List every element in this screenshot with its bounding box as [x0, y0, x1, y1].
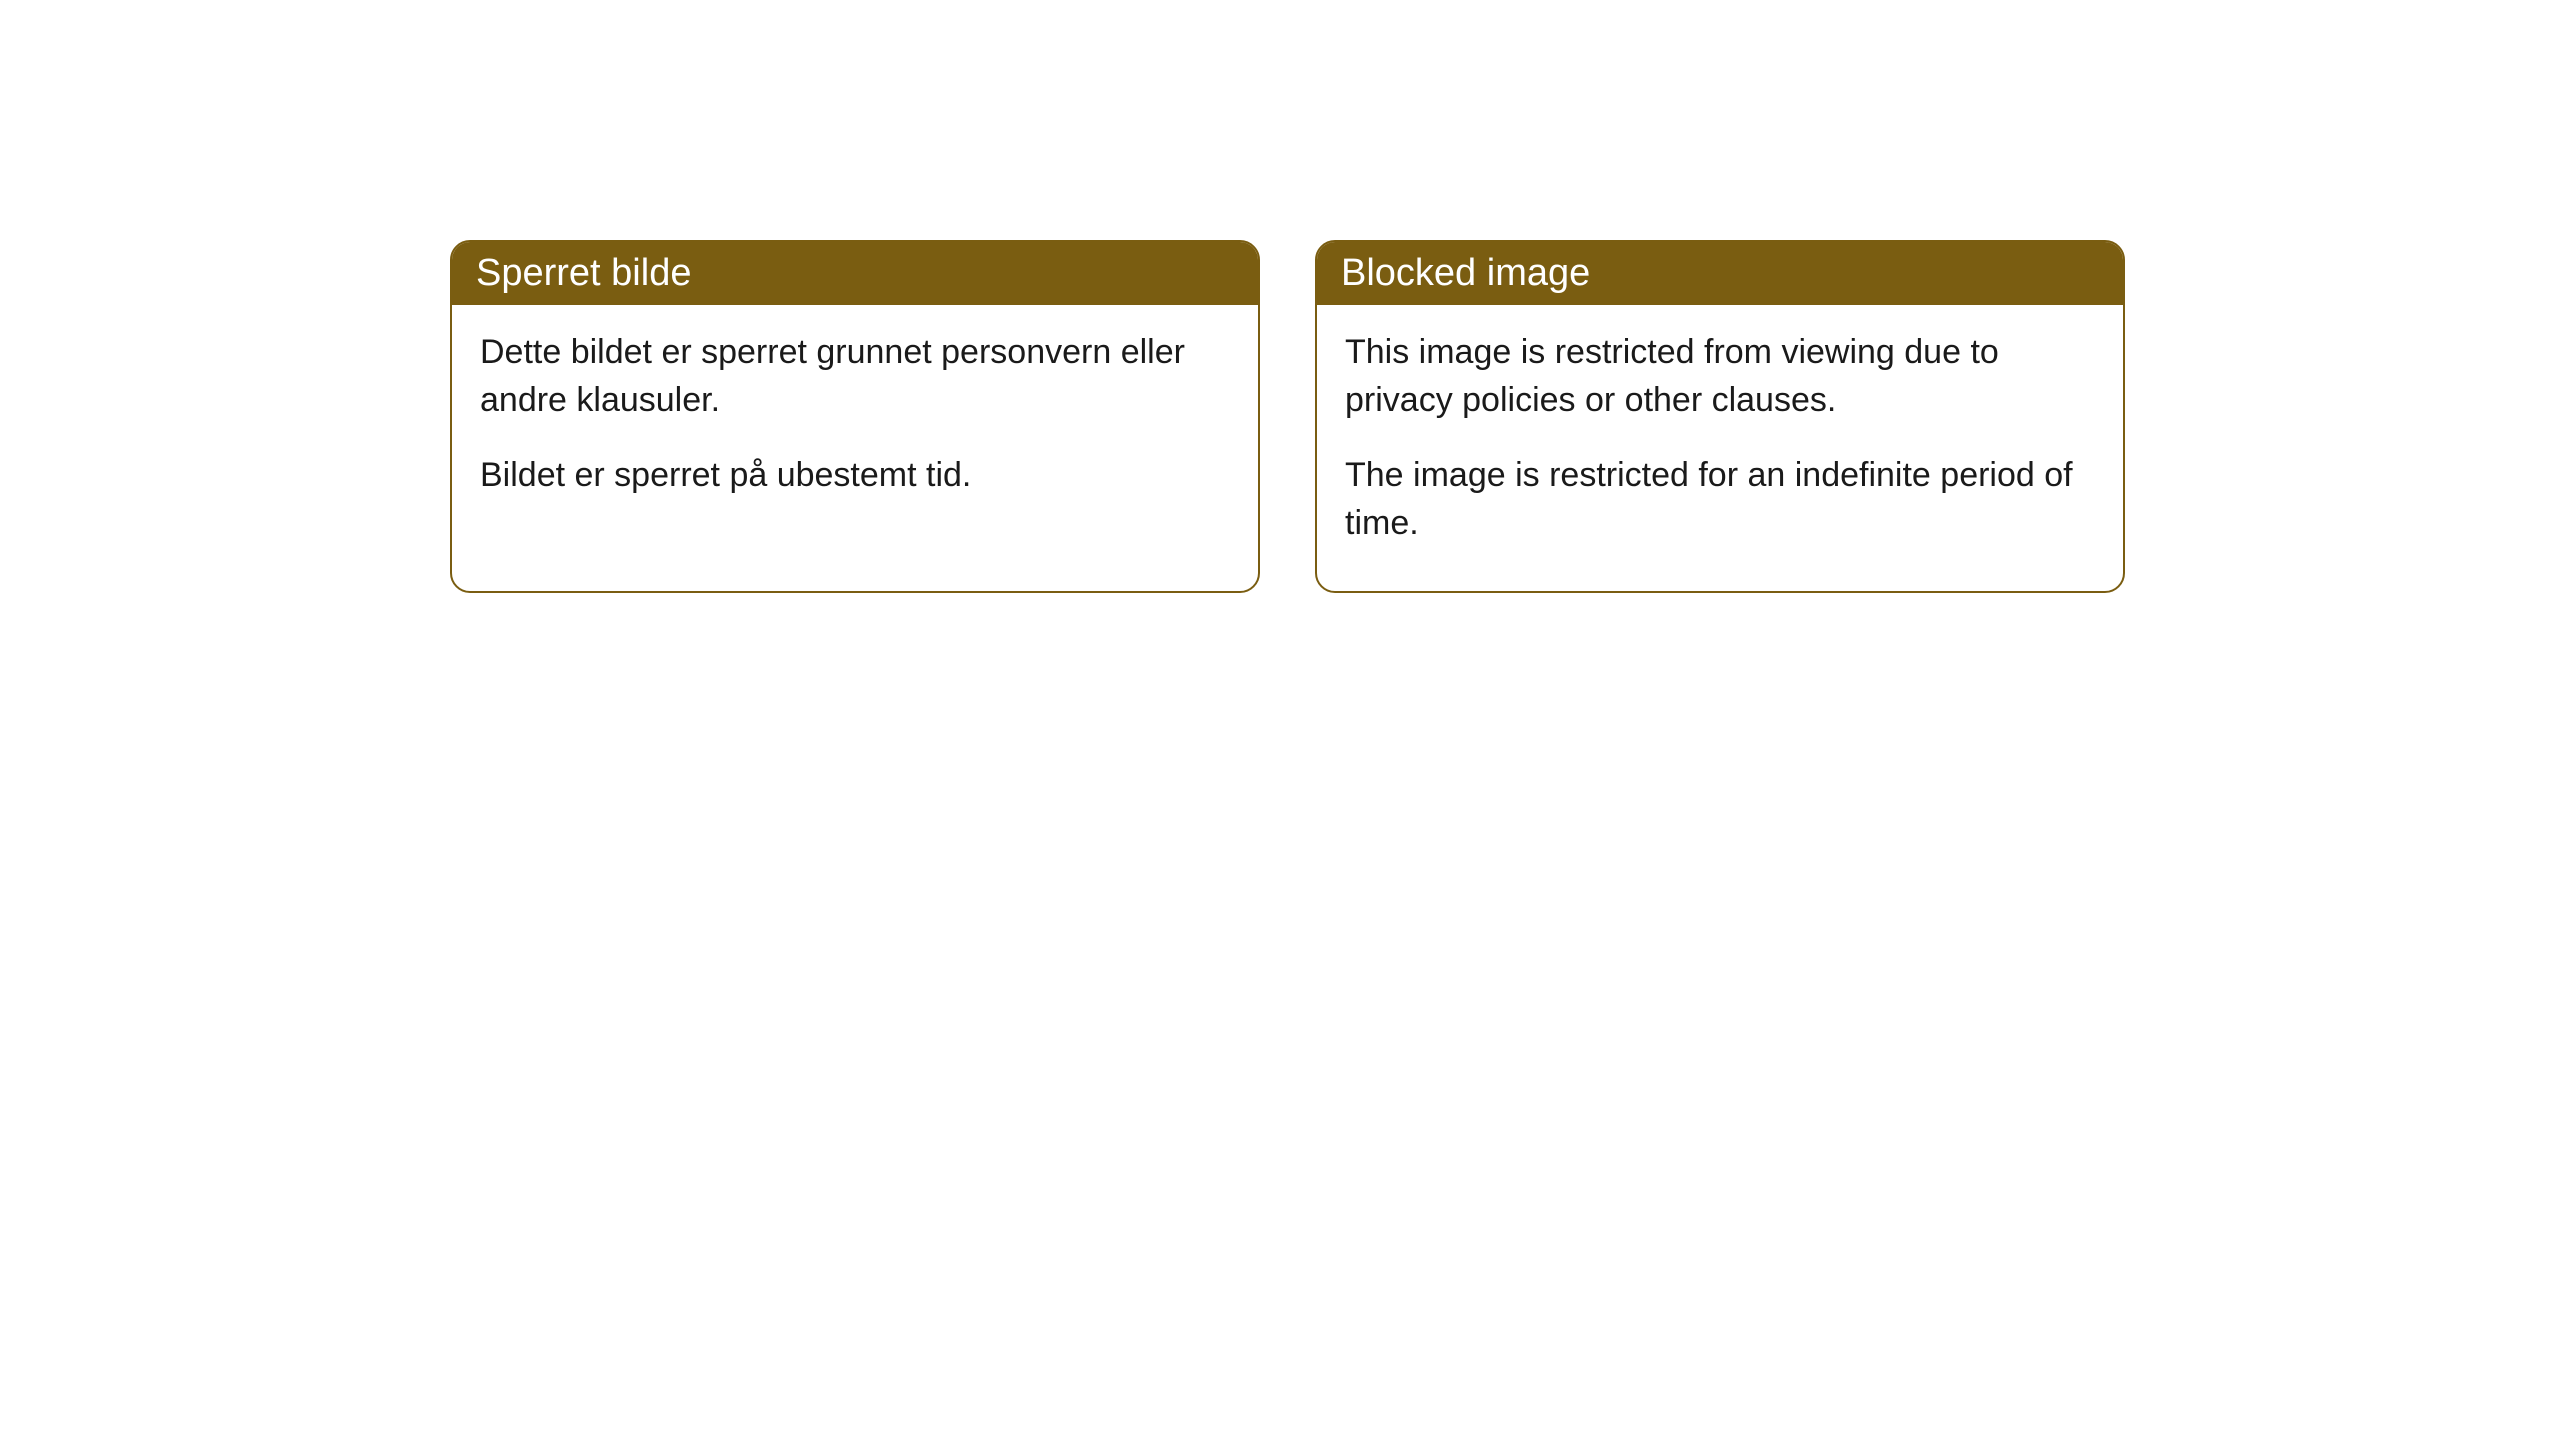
cards-container: Sperret bilde Dette bildet er sperret gr… [450, 240, 2560, 593]
card-paragraph-2-en: The image is restricted for an indefinit… [1345, 452, 2095, 547]
blocked-image-card-no: Sperret bilde Dette bildet er sperret gr… [450, 240, 1260, 593]
card-header-en: Blocked image [1317, 242, 2123, 305]
blocked-image-card-en: Blocked image This image is restricted f… [1315, 240, 2125, 593]
card-header-no: Sperret bilde [452, 242, 1258, 305]
card-paragraph-1-en: This image is restricted from viewing du… [1345, 329, 2095, 424]
card-paragraph-1-no: Dette bildet er sperret grunnet personve… [480, 329, 1230, 424]
card-body-en: This image is restricted from viewing du… [1317, 305, 2123, 591]
card-body-no: Dette bildet er sperret grunnet personve… [452, 305, 1258, 544]
card-paragraph-2-no: Bildet er sperret på ubestemt tid. [480, 452, 1230, 500]
